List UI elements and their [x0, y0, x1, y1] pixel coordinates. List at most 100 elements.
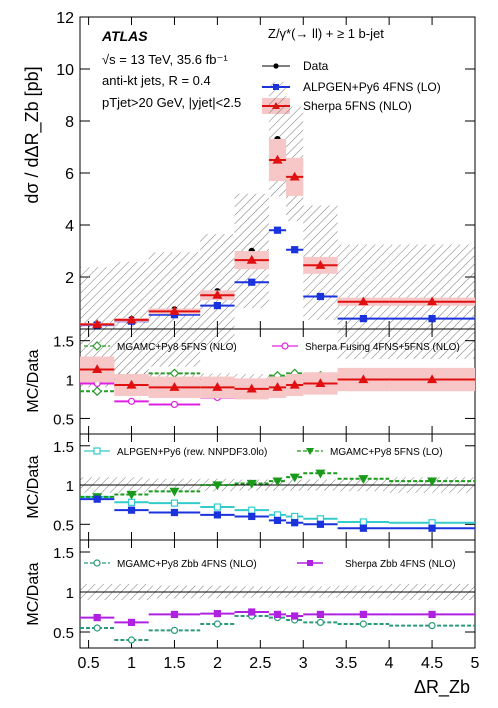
point-mgamc5_lo-2-5: [272, 477, 283, 487]
point-mgamc5_lo-2-1: [126, 490, 137, 500]
point-alpgen-2-0: [93, 495, 101, 503]
point-alpgen-0-3: [213, 302, 221, 310]
ratio2-legend: ALPGEN+Py6 (rew. NNPDF3.0lo) MGAMC+Py8 5…: [84, 447, 443, 458]
point-mgamc5_nlo-1-0: [92, 386, 103, 397]
tick-label-x-8: 4.5: [421, 655, 443, 672]
ratio2-plot-marks: [80, 469, 475, 532]
point-sherpa-0-4: [246, 254, 257, 264]
point-alpgen-2-2: [170, 508, 179, 517]
info-line-1: √s = 13 TeV, 35.6 fb⁻¹: [102, 52, 228, 67]
point-sherpa-1-6: [289, 379, 300, 389]
point-mgamc5_lo-2-9: [427, 477, 438, 487]
point-sherpa-1-5: [272, 382, 283, 391]
point-alpgen_rew-2-8: [359, 518, 367, 526]
tick-label-y-0-2: 6: [65, 166, 74, 183]
point-alpgen-2-1: [127, 506, 136, 514]
legend-sherpa-fusing-label: Sherpa Fusing 4FNS+5FNS (NLO): [305, 342, 460, 353]
point-mgamc5_lo-2-8: [358, 475, 369, 484]
tick-label-y-2-1: 1: [66, 478, 74, 495]
tick-label-y-1-2: 1.5: [53, 334, 74, 351]
point-mgamc_zbb-3-1: [127, 636, 136, 644]
point-mgamc_zbb-3-2: [170, 626, 179, 635]
point-alpgen-0-7: [316, 292, 325, 301]
legend-alpgen-label: ALPGEN+Py6 4FNS (LO): [303, 80, 441, 94]
tick-label-y-0-5: 12: [56, 10, 74, 27]
main-legend: Data ALPGEN+Py6 4FNS (LO) Sherpa 5FNS (N…: [262, 59, 441, 114]
point-sherpa_zbb-3-9: [428, 610, 436, 619]
point-mgamc_zbb-3-7: [316, 618, 325, 627]
point-sherpa_zbb-3-7: [316, 610, 325, 619]
tick-label-x-9: 5: [471, 655, 480, 672]
point-sherpa-1-7: [315, 378, 326, 388]
ratio1-legend: MGAMC+Py8 5FNS (NLO) Sherpa Fusing 4FNS+…: [84, 341, 460, 353]
point-sherpa_zbb-3-1: [127, 618, 136, 627]
main-plot-marks: [80, 82, 475, 382]
ratio1-y-axis: 0.5 1 1.5: [53, 329, 476, 434]
point-sherpa_zbb-3-4: [248, 608, 256, 616]
point-sherpa_zbb-3-6: [291, 612, 299, 620]
atlas-label: ATLAS: [101, 28, 148, 44]
point-sherpa-0-8: [358, 296, 369, 306]
point-sherpa-1-0: [92, 364, 103, 374]
tick-label-x-4: 2.5: [249, 655, 271, 672]
point-mgamc5_lo-2-3: [212, 481, 223, 491]
ratio1-plot-marks: [80, 356, 475, 409]
tick-label-y-1-0: 0.5: [53, 411, 74, 428]
point-sherpa_fusing-1-2: [170, 400, 179, 409]
tick-label-y-3-1: 1: [66, 585, 74, 602]
point-mgamc_zbb-3-0: [93, 624, 101, 632]
point-sherpa-0-2: [169, 306, 180, 315]
tick-label-y-3-0: 0.5: [53, 625, 74, 642]
point-sherpa-1-1: [126, 379, 137, 389]
tick-label-y-0-1: 4: [65, 218, 74, 235]
legend-alpgen-rew-label: ALPGEN+Py6 (rew. NNPDF3.0lo): [117, 447, 267, 458]
point-sherpa_zbb-3-8: [359, 610, 367, 619]
point-mgamc5_lo-2-4: [246, 479, 257, 489]
point-sherpa-0-6: [289, 171, 300, 181]
point-alpgen_rew-2-2: [170, 499, 179, 507]
point-mgamc_zbb-3-9: [428, 621, 436, 630]
tick-label-y-3-2: 1.5: [53, 545, 74, 562]
point-sherpa-0-3: [212, 289, 223, 299]
point-mgamc_zbb-3-8: [359, 620, 367, 628]
tick-label-y-2-0: 0.5: [53, 517, 74, 534]
point-sherpa_fusing-1-1: [127, 397, 136, 405]
legend-sherpa-label: Sherpa 5FNS (NLO): [303, 99, 412, 113]
point-alpgen-2-6: [291, 519, 299, 527]
tick-label-y-0-3: 8: [65, 114, 74, 131]
point-alpgen-0-9: [428, 315, 436, 323]
tick-label-x-6: 3.5: [335, 655, 357, 672]
legend-mgamc5-lo-label: MGAMC+Py8 5FNS (LO): [330, 447, 443, 458]
legend-mgamc5-nlo-label: MGAMC+Py8 5FNS (NLO): [117, 342, 237, 353]
x-axis-label: ΔR_Zb: [414, 677, 470, 698]
ratio3-plot-marks: [80, 584, 475, 644]
tick-label-x-3: 2: [213, 655, 222, 672]
point-sherpa-0-7: [315, 260, 326, 269]
point-sherpa-1-9: [427, 374, 438, 384]
point-alpgen-0-6: [291, 246, 299, 254]
selection-label: Z/γ*(→ ll) + ≥ 1 b-jet: [268, 26, 384, 41]
point-sherpa_zbb-3-0: [93, 613, 101, 622]
point-sherpa-1-4: [246, 383, 257, 393]
tick-label-y-0-0: 2: [65, 270, 74, 287]
point-alpgen-2-5: [273, 516, 282, 524]
point-mgamc_zbb-3-3: [213, 620, 221, 628]
ratio1-ylabel: MC/Data: [25, 349, 42, 412]
tick-label-x-2: 1.5: [163, 655, 185, 672]
ratio3-ylabel: MC/Data: [25, 562, 42, 625]
legend-data-label: Data: [303, 59, 329, 73]
info-line-2: anti-kt jets, R = 0.4: [102, 73, 211, 88]
tick-label-y-2-2: 1.5: [53, 439, 74, 456]
point-alpgen-0-8: [359, 315, 367, 323]
point-sherpa_zbb-3-5: [273, 610, 282, 619]
point-alpgen-2-3: [213, 511, 221, 519]
point-sherpa-1-8: [358, 374, 369, 384]
point-sherpa_zbb-3-2: [170, 610, 179, 619]
info-line-3: pTjet>20 GeV, |yjet|<2.5: [102, 95, 241, 110]
ratio2-y-axis: 0.5 1 1.5: [53, 434, 476, 540]
x-axis: 0.5 1 1.5 2 2.5 3 3.5 4 4.5 5: [77, 655, 479, 672]
point-sherpa-0-0: [92, 319, 103, 328]
point-alpgen_rew-2-1: [127, 498, 136, 506]
point-alpgen_rew-2-6: [291, 512, 299, 521]
